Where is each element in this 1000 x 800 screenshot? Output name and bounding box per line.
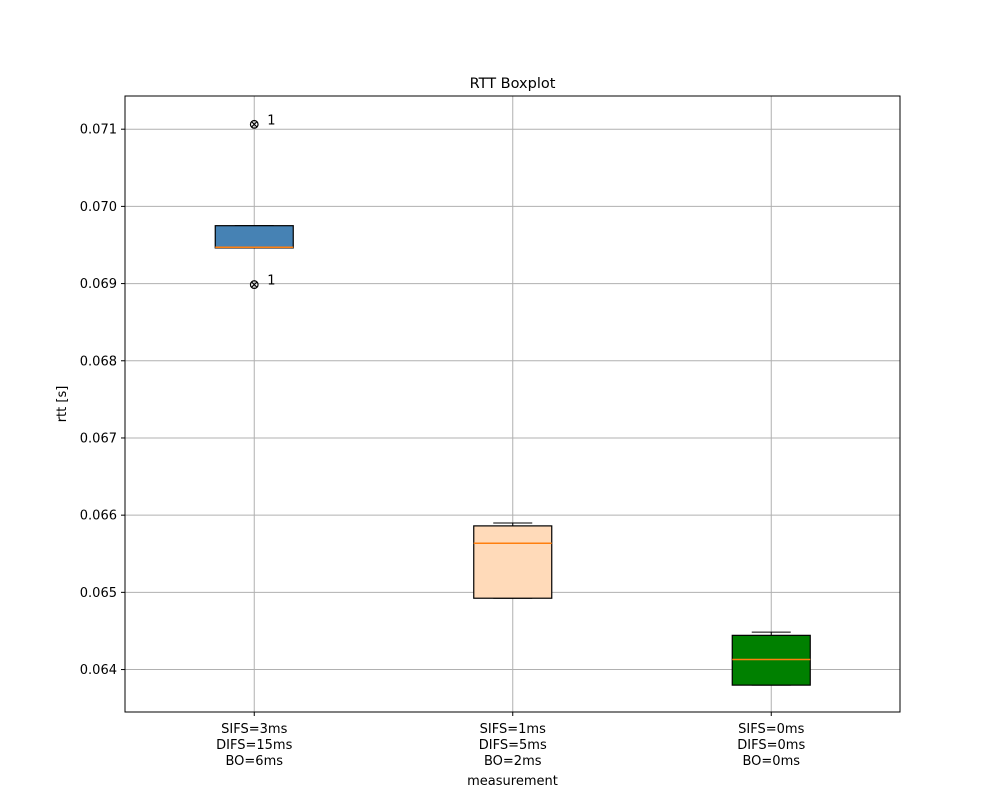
outlier-count-label: 1: [267, 274, 275, 289]
x-tick-label: SIFS=3ms: [221, 722, 287, 737]
x-tick-label: DIFS=5ms: [479, 738, 547, 753]
x-tick-label: DIFS=15ms: [216, 738, 292, 753]
y-tick-label: 0.064: [80, 663, 117, 678]
x-tick-label: DIFS=0ms: [737, 738, 805, 753]
outlier-count-label: 1: [267, 113, 275, 128]
y-axis-label: rtt [s]: [55, 386, 70, 423]
box-iqr: [473, 525, 553, 599]
tick-layer: 0.064 0.065 0.066 0.067 0.068 0.069 0.070 0.071…: [80, 123, 806, 769]
y-tick-label: 0.070: [80, 200, 117, 215]
outlier-circle: [249, 119, 259, 129]
outlier-marker: [249, 119, 259, 129]
box-layer: 11: [214, 113, 811, 686]
outlier-marker: [249, 280, 259, 289]
box-iqr: [214, 225, 294, 249]
x-tick-label: BO=0ms: [742, 754, 800, 769]
x-axis-label: measurement: [467, 774, 558, 789]
x-tick-label: BO=2ms: [484, 754, 542, 769]
x-tick-label: BO=6ms: [225, 754, 283, 769]
x-tick-label: SIFS=0ms: [738, 722, 804, 737]
chart-title: RTT Boxplot: [470, 76, 556, 92]
outlier-circle: [249, 280, 259, 289]
grid-layer: [125, 96, 900, 712]
outlier-cross: [251, 281, 258, 288]
y-tick-label: 0.065: [80, 586, 117, 601]
x-tick-label: SIFS=1ms: [480, 722, 546, 737]
outlier-cross: [251, 121, 258, 128]
y-tick-label: 0.071: [80, 123, 117, 138]
y-tick-label: 0.066: [80, 509, 117, 524]
y-tick-label: 0.069: [80, 277, 117, 292]
y-tick-label: 0.067: [80, 431, 117, 446]
y-tick-label: 0.068: [80, 354, 117, 369]
